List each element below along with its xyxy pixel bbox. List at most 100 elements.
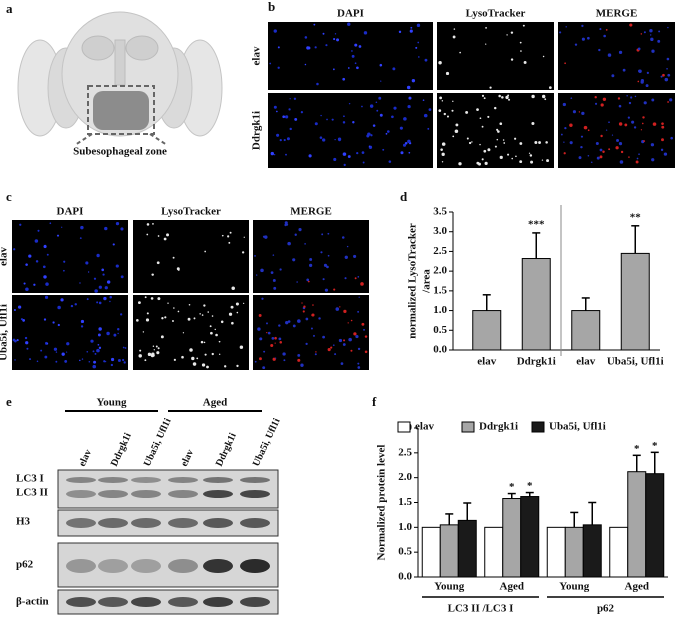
fluorescence-spot <box>35 260 39 263</box>
fluorescence-spot <box>101 268 105 272</box>
fluorescence-spot <box>502 139 505 141</box>
fluorescence-spot <box>624 123 628 127</box>
fluorescence-spot <box>309 257 313 261</box>
y-tick-label: 2.5 <box>433 245 447 257</box>
fluorescence-spot <box>468 141 472 145</box>
image-background <box>558 22 675 90</box>
fluorescence-spot <box>315 351 317 353</box>
fluorescence-spot <box>393 106 397 110</box>
image-background <box>268 93 433 168</box>
fluorescence-spot <box>417 41 420 44</box>
fluorescence-spot <box>270 151 275 156</box>
fluorescence-spot <box>326 118 328 121</box>
fluorescence-spot <box>270 343 274 348</box>
fluorescence-spot <box>637 80 640 83</box>
fluorescence-spot <box>353 332 357 336</box>
fluorescence-spot <box>104 226 108 231</box>
fluorescence-spot <box>661 122 664 125</box>
bar <box>582 524 602 578</box>
fluorescence-spot <box>531 94 535 99</box>
fluorescence-spot <box>231 286 235 291</box>
fluorescence-spot <box>452 35 456 39</box>
error-bar <box>532 232 541 259</box>
fluorescence-spot <box>635 160 639 164</box>
fluorescence-spot <box>507 153 510 156</box>
fluorescence-spot <box>599 148 603 152</box>
fluorescence-spot <box>363 31 368 35</box>
fluorescence-spot <box>210 331 213 335</box>
fluorescence-spot <box>70 304 74 308</box>
fluorescence-spot <box>409 29 413 33</box>
fluorescence-spot <box>283 138 286 142</box>
y-tick-label: 0.5 <box>433 324 447 336</box>
blot-band <box>131 559 161 573</box>
fluorescence-spot <box>277 46 280 49</box>
fluorescence-spot <box>629 23 633 27</box>
significance: * <box>634 443 640 455</box>
fluorescence-spot <box>92 364 97 369</box>
micrograph <box>558 93 675 168</box>
image-background <box>437 93 554 168</box>
fluorescence-spot <box>150 297 154 300</box>
fluorescence-spot <box>64 359 68 363</box>
fluorescence-spot <box>13 308 16 312</box>
micrograph <box>268 22 433 90</box>
fluorescence-spot <box>564 62 566 65</box>
fluorescence-spot <box>266 331 268 334</box>
fluorescence-spot <box>428 108 432 111</box>
fluorescence-spot <box>286 137 290 141</box>
row-label: elav <box>251 46 263 65</box>
fluorescence-spot <box>380 80 382 82</box>
y-tick-label: 3.0 <box>433 225 447 237</box>
fluorescence-spot <box>510 58 514 61</box>
bar <box>620 252 650 351</box>
fluorescence-spot <box>86 298 89 301</box>
bar <box>571 310 601 351</box>
fluorescence-spot <box>260 268 264 273</box>
fluorescence-spot <box>483 97 486 100</box>
fluorescence-spot <box>85 261 89 265</box>
fluorescence-spot <box>166 233 170 237</box>
lane-label: Ddrgk1i <box>109 431 134 468</box>
fluorescence-spot <box>272 279 276 282</box>
fluorescence-spot <box>441 100 444 102</box>
fluorescence-spot <box>98 346 102 350</box>
fluorescence-spot <box>643 31 646 34</box>
fluorescence-spot <box>347 67 350 69</box>
fluorescence-spot <box>285 223 289 226</box>
fluorescence-spot <box>269 62 272 65</box>
fluorescence-spot <box>602 150 605 153</box>
fluorescence-spot <box>63 260 66 263</box>
fluorescence-spot <box>44 244 47 247</box>
fluorescence-spot <box>230 305 234 309</box>
fluorescence-spot <box>277 66 280 69</box>
fluorescence-spot <box>285 153 287 156</box>
fluorescence-spot <box>19 223 22 226</box>
fluorescence-spot <box>607 53 612 57</box>
fluorescence-spot <box>333 288 336 291</box>
fluorescence-spot <box>61 352 65 356</box>
error-bar <box>445 513 454 525</box>
fluorescence-spot <box>531 121 535 126</box>
fluorescence-spot <box>29 358 32 361</box>
fluorescence-spot <box>351 54 355 58</box>
fluorescence-spot <box>510 31 514 34</box>
fluorescence-spot <box>28 254 32 258</box>
fluorescence-spot <box>372 124 376 127</box>
fluorescence-spot <box>603 34 606 38</box>
fluorescence-spot <box>13 248 16 251</box>
fluorescence-spot <box>354 43 358 47</box>
error-bar <box>463 502 472 521</box>
fluorescence-spot <box>357 366 361 369</box>
fluorescence-spot <box>94 352 97 355</box>
error-bar <box>650 451 659 474</box>
blot-band <box>98 490 128 498</box>
fluorescence-spot <box>90 339 94 343</box>
fluorescence-spot <box>189 348 193 352</box>
fluorescence-spot <box>391 115 394 119</box>
fluorescence-spot <box>481 158 484 161</box>
fluorescence-spot <box>254 360 257 363</box>
y-tick-label: 1.5 <box>433 284 447 296</box>
fluorescence-spot <box>587 36 590 40</box>
